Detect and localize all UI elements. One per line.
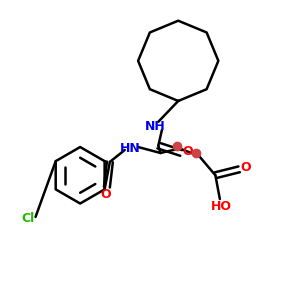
Text: NH: NH xyxy=(145,120,166,133)
Text: O: O xyxy=(182,145,193,158)
Text: HO: HO xyxy=(211,200,232,213)
Text: HN: HN xyxy=(120,142,141,155)
Text: O: O xyxy=(100,188,111,201)
Text: O: O xyxy=(240,161,251,174)
Text: Cl: Cl xyxy=(22,212,35,225)
